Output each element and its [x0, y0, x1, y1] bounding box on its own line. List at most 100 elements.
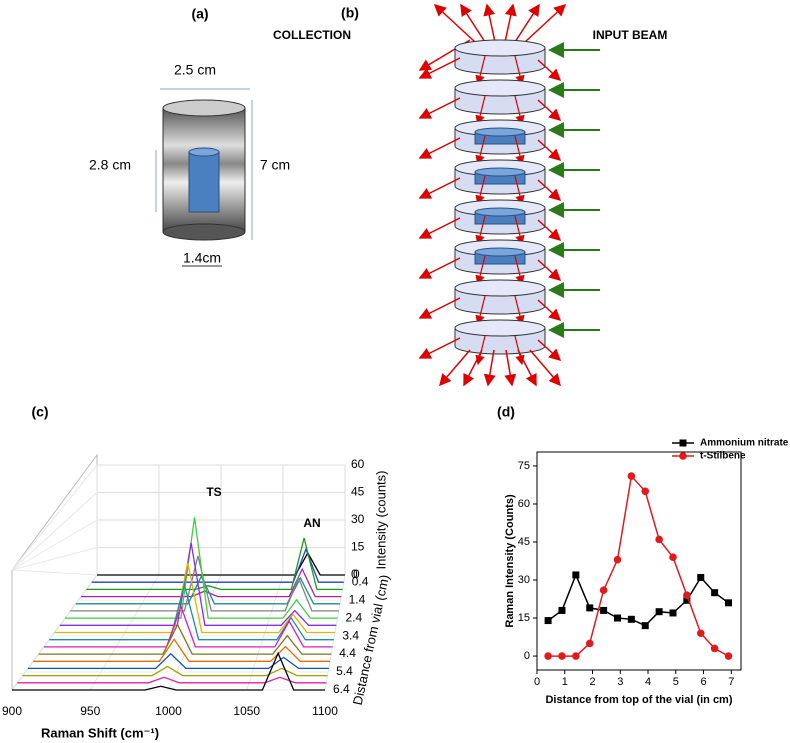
beam-arrow: [537, 259, 562, 282]
beam-arrow: [537, 179, 562, 202]
beam-arrow: [524, 3, 567, 43]
beam-arrow: [475, 215, 486, 246]
marker: [683, 591, 691, 600]
vial-top: [162, 99, 246, 117]
beam-arrow: [418, 337, 461, 359]
beam-arrow: [537, 59, 562, 82]
grid-line: [11, 569, 98, 576]
x-tick-label: 1000: [155, 704, 182, 718]
x-tick-label: 900: [2, 704, 22, 718]
grid-line: [11, 464, 98, 571]
beam-arrow: [463, 349, 483, 387]
beam-arrow: [460, 3, 486, 43]
marker: [696, 629, 705, 638]
y-tick-label: 45: [351, 485, 365, 499]
marker: [655, 535, 663, 544]
z-tick-label: 0.4: [352, 574, 369, 588]
marker: [710, 644, 719, 653]
panel-label: (b): [341, 5, 359, 21]
beam-arrow: [537, 339, 562, 362]
dim-label: 1.4cm: [183, 250, 221, 266]
beam-arrow: [418, 177, 461, 199]
y-tick-label: 45: [518, 536, 530, 548]
marker: [697, 573, 705, 581]
beam-arrow: [475, 135, 486, 166]
disc-top: [454, 39, 546, 57]
marker: [724, 652, 733, 660]
panel-label: (a): [191, 6, 208, 22]
marker: [600, 606, 608, 614]
dim-label: 2.5 cm: [174, 62, 216, 78]
beam-arrow: [418, 217, 461, 239]
beam-arrow: [418, 97, 461, 119]
spectrum: [33, 638, 330, 662]
z-tick-label: 3.4: [342, 628, 359, 642]
marker: [613, 555, 622, 564]
x-tick-label: 5: [673, 676, 679, 688]
marker: [558, 606, 566, 614]
z-tick-label: 0: [353, 567, 360, 581]
beam-arrow: [504, 349, 517, 387]
collection-label: COLLECTION: [273, 28, 351, 42]
x-tick-label: 2: [589, 676, 595, 688]
marker: [572, 652, 580, 660]
sample-top: [474, 167, 526, 177]
beam-arrow: [483, 349, 496, 387]
y-tick-label: 30: [351, 512, 365, 526]
z-tick-label: 6.4: [333, 682, 350, 696]
spectrum: [22, 665, 328, 677]
beam-arrow: [475, 95, 486, 126]
x-tick-label: 7: [728, 676, 734, 688]
spectrum: [12, 651, 325, 691]
dim-label: 7 cm: [260, 157, 290, 173]
marker: [544, 652, 552, 660]
input-beam-label: INPUT BEAM: [593, 28, 668, 42]
spectrum: [75, 574, 340, 605]
spectrum: [38, 623, 332, 655]
beam-arrow: [514, 215, 525, 246]
legend-label: Ammonium nitrate: [700, 438, 789, 449]
beam-arrow: [537, 299, 562, 322]
y-tick-label: 15: [518, 612, 530, 624]
x-tick-label: 950: [80, 704, 100, 718]
spectrum: [43, 604, 333, 648]
series-line: [548, 474, 729, 657]
series-line: [547, 572, 729, 627]
legend-marker: [679, 452, 687, 460]
beam-arrow: [514, 135, 525, 166]
spectrum: [17, 676, 327, 684]
y-tick-label: 75: [518, 460, 530, 472]
sample-top: [474, 247, 526, 257]
beam-arrow: [475, 255, 486, 286]
spectrum: [86, 537, 343, 591]
panel-a: (a) 2.5 cm 2.8 cm 7 cm 1.4cm: [89, 6, 290, 267]
beam-arrow: [517, 349, 537, 387]
beam-arrow: [537, 99, 562, 122]
beam-arrow: [514, 95, 525, 126]
plot-frame: [536, 451, 742, 671]
spectrum: [91, 547, 344, 583]
marker: [669, 609, 677, 617]
beam-arrow: [537, 139, 562, 162]
x-tick-label: 1050: [233, 704, 260, 718]
y-axis-title: Raman Intensity (Counts): [504, 494, 516, 628]
spectrum: [65, 517, 338, 619]
y-tick-label: 60: [351, 457, 365, 471]
spectrum: [70, 555, 339, 612]
marker: [655, 608, 663, 616]
beam-arrow: [418, 137, 461, 159]
spectrum: [27, 652, 329, 670]
marker: [683, 596, 691, 604]
y-tick-label: 30: [518, 574, 530, 586]
x-tick-label: 1100: [312, 704, 338, 718]
marker: [641, 622, 649, 630]
marker: [613, 614, 621, 622]
beam-arrow: [483, 3, 496, 43]
x-tick-label: 3: [617, 676, 623, 688]
marker: [641, 487, 650, 496]
spectrum: [97, 551, 345, 576]
disc-top: [454, 79, 546, 97]
beam-arrow: [514, 3, 540, 43]
x-tick-label: 4: [645, 676, 651, 688]
sample: [188, 151, 220, 213]
